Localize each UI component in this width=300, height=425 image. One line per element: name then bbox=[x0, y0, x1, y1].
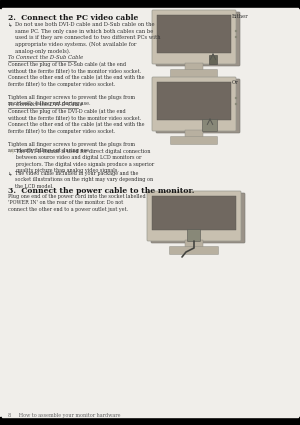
Circle shape bbox=[235, 103, 237, 105]
Text: Connect the plug of the D-Sub cable (at the end
without the ferrite filter) to t: Connect the plug of the D-Sub cable (at … bbox=[8, 62, 145, 106]
FancyBboxPatch shape bbox=[152, 77, 236, 131]
FancyBboxPatch shape bbox=[170, 136, 218, 145]
Text: 2.  Connect the PC video cable: 2. Connect the PC video cable bbox=[8, 14, 138, 22]
Text: Either: Either bbox=[232, 14, 249, 19]
Text: Or: Or bbox=[232, 80, 239, 85]
FancyBboxPatch shape bbox=[202, 119, 217, 131]
FancyBboxPatch shape bbox=[156, 79, 240, 133]
Text: To Connect the D-Sub Cable: To Connect the D-Sub Cable bbox=[8, 55, 83, 60]
Text: 3.  Connect the power cable to the monitor.: 3. Connect the power cable to the monito… bbox=[8, 187, 194, 195]
FancyBboxPatch shape bbox=[152, 10, 236, 64]
Circle shape bbox=[235, 30, 237, 32]
Bar bbox=[185, 240, 203, 248]
Text: To Connect the DVI-D Cable: To Connect the DVI-D Cable bbox=[8, 102, 83, 107]
Text: The video cable included in your package and the
socket illustrations on the rig: The video cable included in your package… bbox=[15, 171, 153, 189]
Text: 8     How to assemble your monitor hardware: 8 How to assemble your monitor hardware bbox=[8, 413, 121, 418]
Bar bbox=[185, 130, 203, 138]
Circle shape bbox=[235, 97, 237, 99]
Bar bbox=[209, 55, 217, 64]
Text: The DVI-D format is used for direct digital connection
between source video and : The DVI-D format is used for direct digi… bbox=[16, 149, 154, 173]
FancyBboxPatch shape bbox=[170, 70, 218, 77]
Text: Do not use both DVI-D cable and D-Sub cable on the
same PC. The only case in whi: Do not use both DVI-D cable and D-Sub ca… bbox=[15, 22, 160, 54]
Bar bbox=[0, 0, 300, 8]
Bar bbox=[185, 63, 203, 71]
Text: ☀: ☀ bbox=[8, 149, 14, 155]
FancyBboxPatch shape bbox=[169, 246, 218, 255]
Text: Plug one end of the power cord into the socket labelled
'POWER IN' on the rear o: Plug one end of the power cord into the … bbox=[8, 194, 146, 212]
Text: ↳: ↳ bbox=[8, 22, 12, 27]
Text: Connect the plug of the DVI-D cable (at the end
without the ferrite filter) to t: Connect the plug of the DVI-D cable (at … bbox=[8, 109, 145, 153]
Bar bbox=[157, 82, 231, 120]
Text: ↳: ↳ bbox=[8, 171, 12, 176]
Bar bbox=[0, 417, 300, 425]
FancyBboxPatch shape bbox=[147, 191, 241, 241]
Bar bbox=[157, 15, 231, 53]
FancyBboxPatch shape bbox=[151, 193, 245, 243]
Circle shape bbox=[235, 36, 237, 38]
FancyBboxPatch shape bbox=[156, 12, 240, 66]
Bar bbox=[152, 196, 236, 230]
FancyBboxPatch shape bbox=[188, 230, 200, 241]
